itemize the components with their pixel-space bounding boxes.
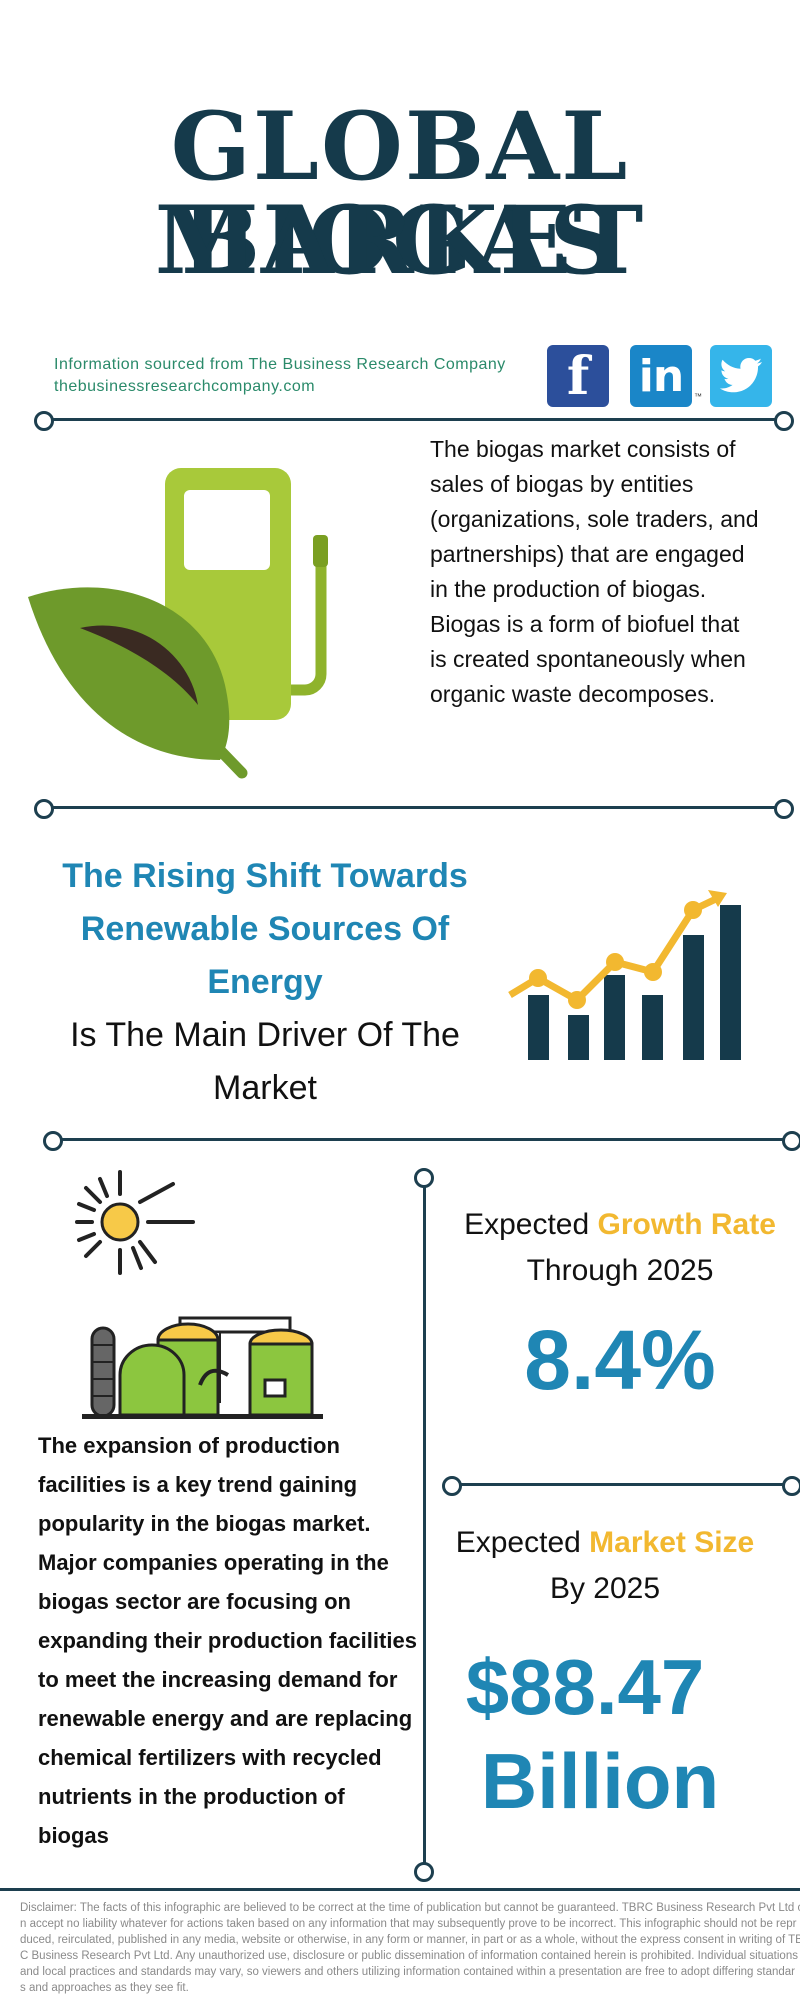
market-size-period: By 2025 [549,1572,661,1605]
growth-chart-icon [508,890,741,1060]
source-url[interactable]: thebusinessresearchcompany.com [54,378,316,395]
twitter-icon[interactable] [710,345,772,407]
divider-dot [442,1476,462,1496]
facebook-icon[interactable]: f [547,345,609,407]
disclaimer-line: and local practices and standards may va… [20,1966,795,1978]
divider-dot [414,1168,434,1188]
divider-dot [774,799,794,819]
divider-dot [414,1862,434,1882]
linkedin-icon[interactable]: in [630,345,692,407]
leaf-icon [28,587,248,779]
disclaimer: Disclaimer: The facts of this infographi… [20,1900,800,1996]
disclaimer-line: n accept no liability whatever for actio… [20,1918,797,1930]
growth-prefix: Expected [464,1208,590,1241]
market-size-block: Expected Market Size By 2025 [425,1520,785,1612]
growth-rate-value: 8.4% [524,1313,716,1407]
growth-rate-block: Expected Growth Rate Through 2025 [440,1202,800,1294]
driver-rest: Is The Main Driver Of The Market [70,1016,460,1107]
market-size-highlight: Market Size [589,1526,755,1559]
market-description: The biogas market consists of sales of b… [430,436,759,707]
page-title-line1: GLOBAL BIOGAS [170,92,630,296]
divider-dot [43,1131,63,1151]
disclaimer-line: s and approaches as they see fit. [20,1982,189,1994]
market-size-unit: Billion [480,1737,720,1825]
divider [44,418,784,421]
page-title-line2: MARKET [154,186,646,296]
sun-icon [75,1170,195,1275]
market-size-prefix: Expected [455,1526,581,1559]
market-driver: The Rising Shift Towards Renewable Sourc… [30,850,500,1115]
market-size-amount: $88.47 [465,1643,705,1731]
disclaimer-line: C Business Research Pvt Ltd. Any unautho… [20,1950,798,1962]
linkedin-trademark: ™ [694,392,702,401]
biogas-plant-icon [82,1316,323,1419]
footer-divider [0,1888,800,1891]
vertical-divider [423,1178,426,1868]
growth-highlight: Growth Rate [597,1208,776,1241]
trend-description: The expansion of production facilities i… [38,1433,417,1848]
divider-dot [34,411,54,431]
disclaimer-line: duced, reirculated, published in any med… [20,1934,800,1946]
divider [52,1138,792,1141]
growth-period: Through 2025 [526,1254,714,1287]
driver-highlight: The Rising Shift Towards Renewable Sourc… [62,857,468,1001]
divider [460,1483,795,1486]
market-size-value: $88.47 Billion [420,1640,780,1828]
divider-dot [34,799,54,819]
fuel-pump-icon [28,468,328,779]
divider [44,806,784,809]
divider-dot [782,1131,800,1151]
divider-dot [774,411,794,431]
disclaimer-line: Disclaimer: The facts of this infographi… [20,1902,800,1914]
source-line: Information sourced from The Business Re… [54,356,506,373]
divider-dot [782,1476,800,1496]
